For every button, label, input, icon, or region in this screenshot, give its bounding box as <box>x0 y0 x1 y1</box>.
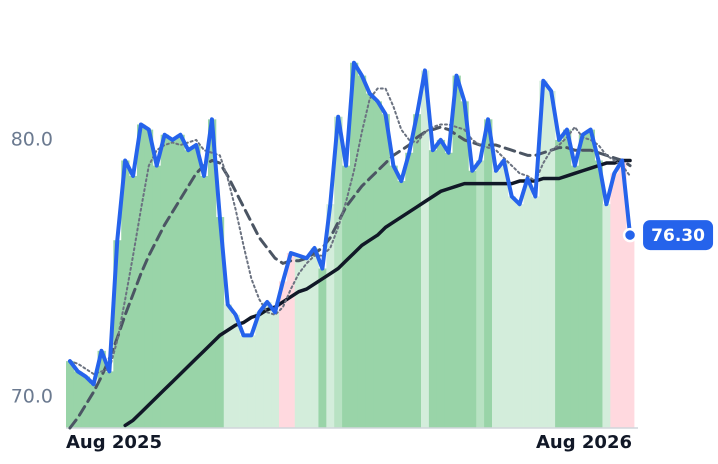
value-label: 76.30 <box>651 226 705 246</box>
bar <box>397 181 406 428</box>
bar <box>421 70 430 429</box>
bar <box>381 114 390 429</box>
bar <box>97 350 106 428</box>
line-series <box>123 158 632 428</box>
bar <box>294 255 304 428</box>
bar <box>326 204 335 428</box>
bar <box>389 165 398 429</box>
bar <box>365 93 375 429</box>
bar <box>144 129 154 429</box>
bar <box>436 139 446 429</box>
bar <box>468 170 477 429</box>
bar <box>129 175 138 428</box>
bar <box>81 376 91 428</box>
bar <box>499 160 509 429</box>
bar <box>523 178 532 428</box>
bar <box>539 80 548 429</box>
bar <box>105 371 114 428</box>
bar <box>263 301 272 428</box>
bar <box>255 312 264 428</box>
bar <box>531 196 540 428</box>
bar <box>444 152 453 429</box>
bar <box>428 150 438 429</box>
bar <box>192 145 201 429</box>
bar <box>318 268 327 428</box>
bar <box>602 204 611 428</box>
bar <box>618 160 627 429</box>
bar <box>357 75 367 429</box>
bar <box>89 384 98 428</box>
bar <box>460 101 469 429</box>
bar <box>570 165 580 429</box>
bar <box>208 119 217 429</box>
bar <box>334 116 343 429</box>
x-tick-label: Aug 2025 <box>66 432 162 453</box>
bar <box>586 129 595 429</box>
x-tick-label: Aug 2026 <box>536 432 632 453</box>
bar <box>373 101 382 429</box>
bar <box>452 75 461 429</box>
bar <box>271 312 280 428</box>
bar <box>492 170 501 429</box>
bar <box>476 160 485 429</box>
y-tick-label: 70.0 <box>11 386 53 408</box>
bar <box>547 91 556 429</box>
bar <box>515 204 524 428</box>
bar <box>168 139 177 429</box>
bar <box>231 314 240 428</box>
bar <box>200 175 209 428</box>
bar <box>239 335 248 428</box>
bar <box>405 152 414 429</box>
bar <box>152 165 162 429</box>
bar <box>302 258 311 428</box>
bar <box>610 173 619 428</box>
bar <box>66 361 75 428</box>
bar <box>223 304 233 428</box>
bar <box>286 253 296 428</box>
bar <box>215 217 225 428</box>
bar <box>413 114 422 429</box>
bar <box>555 139 564 429</box>
bar <box>310 247 319 428</box>
line-series <box>67 60 633 387</box>
value-badge <box>643 220 714 251</box>
last-point <box>622 227 638 243</box>
bar <box>563 129 572 429</box>
bar <box>279 281 288 428</box>
bar <box>507 196 517 428</box>
bar <box>578 134 588 429</box>
bar <box>594 160 603 429</box>
bar <box>342 165 351 429</box>
bar <box>247 335 256 428</box>
bar <box>73 371 83 428</box>
y-tick-label: 80.0 <box>11 128 53 150</box>
bar <box>184 150 193 429</box>
bar <box>484 119 493 429</box>
bar <box>176 134 185 429</box>
bar <box>350 62 359 429</box>
bar <box>160 134 169 429</box>
bar <box>626 235 635 428</box>
